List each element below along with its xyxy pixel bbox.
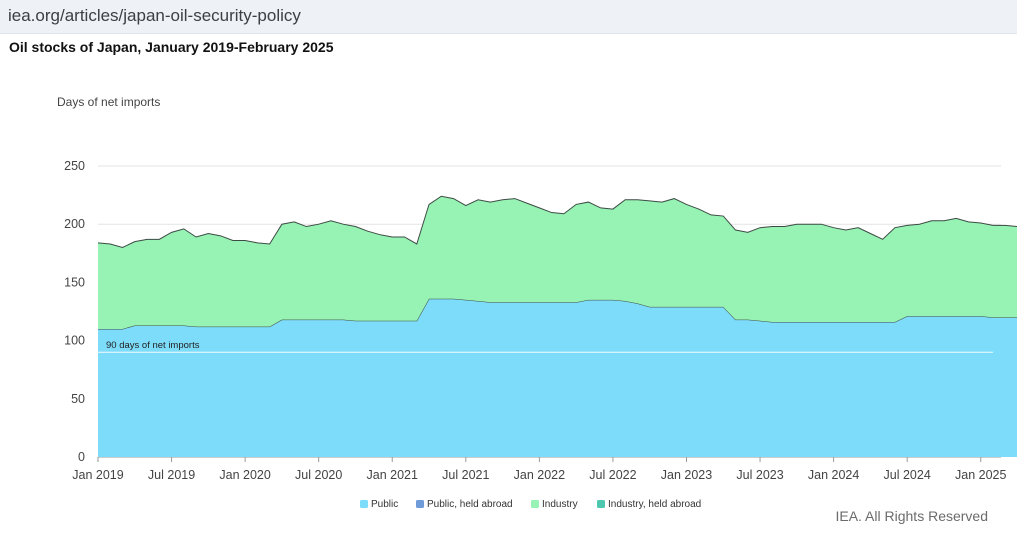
x-tick-label: Jan 2020 <box>219 468 270 482</box>
y-tick-label: 200 <box>64 217 85 231</box>
page-url[interactable]: iea.org/articles/japan-oil-security-poli… <box>8 6 301 25</box>
x-tick-label: Jul 2020 <box>295 468 342 482</box>
legend: Public Public, held abroad Industry Industr… <box>360 499 701 510</box>
legend-swatch <box>531 500 539 508</box>
x-tick-label: Jul 2023 <box>736 468 783 482</box>
area-series <box>97 195 1017 457</box>
area-outline-industry <box>97 195 1017 249</box>
reference-line-group: 90 days of net imports <box>98 340 993 353</box>
x-tick-label: Jan 2023 <box>661 468 712 482</box>
copyright-credit: IEA. All Rights Reserved <box>835 508 988 524</box>
reference-line-label: 90 days of net imports <box>106 340 200 351</box>
legend-swatch <box>416 500 424 508</box>
legend-swatch <box>360 500 368 508</box>
legend-label: Public, held abroad <box>427 499 513 510</box>
legend-swatch <box>597 500 605 508</box>
x-tick-label: Jan 2022 <box>514 468 565 482</box>
x-tick-label: Jan 2021 <box>367 468 418 482</box>
x-tick-label: Jan 2025 <box>955 468 1006 482</box>
legend-label: Industry, held abroad <box>608 499 701 510</box>
y-axis-label: Days of net imports <box>57 95 160 109</box>
x-tick-label: Jan 2024 <box>808 468 859 482</box>
chart-title: Oil stocks of Japan, January 2019-Februa… <box>9 39 334 55</box>
area-industry <box>98 196 1017 329</box>
area-public <box>98 298 1017 457</box>
x-tick-label: Jul 2024 <box>884 468 931 482</box>
y-tick-label: 150 <box>64 275 85 289</box>
x-tick-label: Jul 2019 <box>148 468 195 482</box>
legend-label: Industry <box>542 499 578 510</box>
y-tick-label: 250 <box>64 159 85 173</box>
y-tick-label: 0 <box>78 450 85 464</box>
x-axis: Jan 2019 Jul 2019 Jan 2020 Jul 2020 Jan 2021… <box>72 457 1007 482</box>
y-tick-label: 50 <box>71 392 85 406</box>
y-tick-label: 100 <box>64 334 85 348</box>
y-axis: 0 50 100 150 200 250 <box>64 159 85 464</box>
x-tick-label: Jan 2019 <box>72 468 123 482</box>
x-tick-label: Jul 2021 <box>442 468 489 482</box>
legend-label: Public <box>371 499 398 510</box>
browser-url-bar[interactable]: iea.org/articles/japan-oil-security-poli… <box>0 0 1017 34</box>
x-tick-label: Jul 2022 <box>589 468 636 482</box>
